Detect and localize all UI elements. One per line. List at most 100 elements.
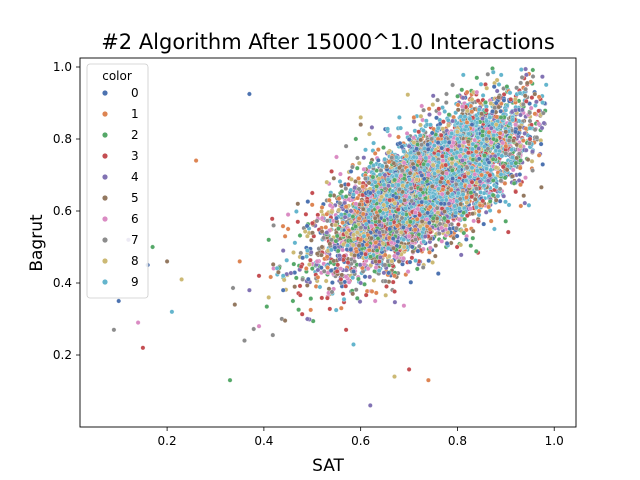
scatter-point [297, 233, 303, 238]
scatter-point [309, 202, 315, 208]
scatter-point [523, 98, 529, 104]
scatter-point [308, 296, 314, 301]
scatter-point [350, 275, 356, 281]
scatter-point [381, 145, 386, 150]
scatter-point [484, 85, 490, 91]
scatter-point [365, 266, 371, 272]
scatter-point [309, 237, 314, 243]
scatter-point [361, 155, 367, 161]
scatter-point [355, 155, 360, 161]
scatter-point [494, 88, 500, 94]
scatter-point [343, 186, 349, 191]
scatter-point [318, 265, 324, 271]
scatter-point [518, 203, 524, 209]
scatter-point [407, 259, 413, 265]
scatter-point [435, 271, 441, 276]
scatter-point [524, 72, 529, 78]
scatter-point [426, 106, 432, 112]
scatter-point [435, 97, 440, 103]
scatter-point [319, 215, 325, 221]
scatter-point [470, 211, 475, 217]
scatter-point [355, 195, 360, 201]
scatter-point [473, 248, 479, 254]
scatter-point [350, 291, 356, 297]
scatter-point [280, 223, 286, 229]
scatter-point [506, 202, 512, 208]
scatter-point [530, 74, 536, 79]
scatter-point [476, 212, 482, 218]
scatter-point [340, 291, 346, 297]
scatter-point [423, 118, 429, 124]
scatter-point [307, 262, 312, 267]
scatter-point [480, 93, 486, 98]
scatter-point [430, 102, 436, 107]
scatter-point [518, 182, 523, 188]
scatter-point [390, 279, 396, 285]
scatter-point [419, 103, 425, 109]
scatter-point [495, 193, 501, 199]
scatter-point [458, 242, 464, 248]
scatter-point [296, 307, 301, 313]
points-layer [111, 66, 549, 408]
scatter-point [517, 125, 523, 130]
scatter-point [323, 278, 329, 284]
scatter-point [517, 172, 523, 177]
scatter-point [475, 98, 481, 104]
scatter-point [268, 274, 274, 280]
scatter-point [299, 311, 305, 317]
scatter-point [459, 87, 465, 93]
scatter-point [434, 115, 439, 121]
scatter-point [314, 251, 320, 257]
scatter-point [293, 275, 299, 281]
scatter-point [516, 178, 522, 183]
scatter-point [326, 197, 332, 203]
scatter-point [331, 175, 337, 181]
scatter-point [430, 260, 435, 265]
chart-title: #2 Algorithm After 15000^1.0 Interaction… [101, 30, 555, 54]
scatter-point [297, 283, 303, 289]
scatter-point [488, 218, 494, 224]
scatter-point [315, 212, 321, 218]
scatter-point [462, 223, 468, 229]
scatter-point [348, 187, 354, 193]
scatter-point [305, 276, 311, 282]
scatter-point [455, 102, 461, 108]
scatter-point [292, 284, 298, 290]
scatter-point [436, 231, 442, 236]
scatter-point [528, 105, 534, 111]
scatter-point [352, 259, 357, 264]
scatter-point [369, 289, 375, 294]
scatter-point [230, 285, 236, 291]
scatter-point [527, 101, 532, 106]
scatter-point [336, 207, 342, 213]
scatter-point [383, 292, 389, 298]
scatter-point [327, 241, 333, 247]
scatter-point [437, 111, 442, 116]
scatter-point [409, 255, 415, 261]
scatter-point [341, 253, 347, 259]
scatter-point [398, 125, 403, 131]
scatter-point [432, 253, 438, 259]
scatter-point [538, 141, 544, 147]
scatter-point [327, 193, 333, 198]
scatter-point [378, 168, 384, 173]
scatter-point [371, 278, 377, 283]
scatter-point [303, 211, 309, 217]
scatter-point [418, 122, 423, 128]
scatter-point [411, 119, 417, 124]
scatter-point [502, 181, 508, 186]
scatter-point [335, 262, 341, 268]
scatter-point [405, 269, 411, 274]
scatter-point [291, 261, 297, 267]
scatter-point [386, 253, 392, 259]
scatter-point [420, 265, 426, 270]
scatter-point [518, 112, 523, 118]
scatter-point [288, 270, 294, 276]
scatter-point [497, 198, 503, 204]
scatter-point [427, 112, 432, 117]
scatter-point [270, 332, 276, 338]
scatter-point [521, 193, 527, 199]
scatter-point [396, 134, 401, 140]
scatter-point [483, 209, 489, 215]
scatter-point [529, 158, 535, 164]
